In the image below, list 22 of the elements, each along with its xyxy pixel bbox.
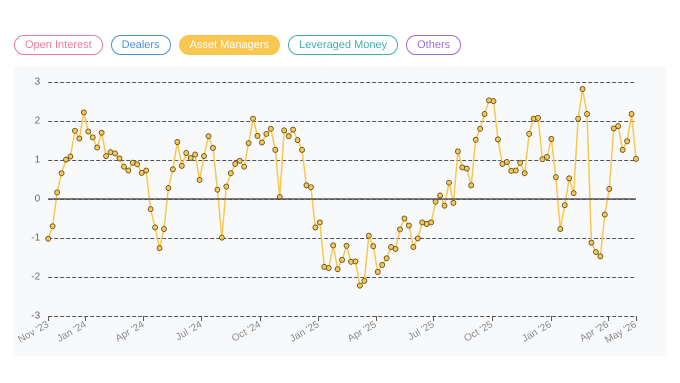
legend-label: Open Interest — [14, 35, 103, 55]
x-tick-label: Jan '26 — [520, 319, 554, 345]
y-tick-label: 1 — [34, 154, 41, 166]
x-tick-label: Jul '25 — [406, 319, 437, 344]
text: Asset Managers — [178, 35, 280, 55]
legend-label: Others — [406, 35, 462, 55]
y-tick-label: 2 — [34, 116, 41, 126]
x-tick-label: Apr '25 — [346, 319, 379, 344]
x-tick-label: Jan '24 — [55, 319, 89, 345]
x-tick-label: Jan '25 — [288, 319, 322, 345]
x-tick-label: Jul '24 — [174, 319, 205, 344]
x-tick-label: Apr '24 — [114, 319, 147, 344]
x-tick-label: Oct '24 — [230, 319, 264, 344]
x-tick-label: Oct '25 — [462, 319, 496, 344]
legend-label: Leveraged Money — [288, 35, 398, 55]
y-tick-label: 3 — [34, 76, 41, 88]
y-tick-label: -3 — [31, 310, 41, 322]
y-tick-label: 0 — [34, 194, 41, 204]
y-tick-label: -2 — [31, 272, 41, 282]
x-tick-label: Nov '23 — [16, 319, 52, 346]
legend-label: Dealers — [110, 35, 171, 55]
y-tick-label: -1 — [31, 232, 41, 244]
